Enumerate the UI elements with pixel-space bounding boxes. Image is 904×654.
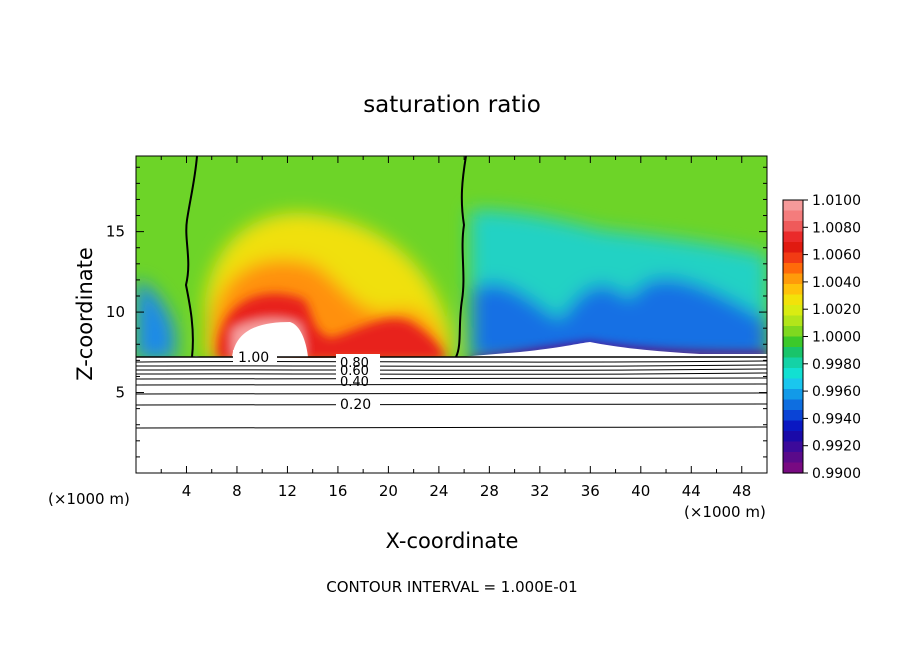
colorbar-label-4: 1.0020	[812, 302, 861, 318]
blue-region-left	[136, 280, 175, 360]
y-tick-label-10: 10	[106, 303, 125, 321]
x-tick-label-12: 12	[278, 482, 297, 500]
x-tick-label-16: 16	[328, 482, 347, 500]
contour-0.80	[136, 364, 767, 367]
colorbar-label-6: 0.9980	[812, 357, 861, 373]
contour-0.60	[136, 372, 767, 375]
contour-line-right-1.00	[455, 156, 467, 358]
contour-label-0.60: 0.60	[340, 364, 369, 379]
colorbar-swatch-24	[783, 452, 803, 464]
colorbar-swatch-13	[783, 336, 803, 348]
colorbar-swatch-21	[783, 420, 803, 432]
horizontal-contours	[136, 356, 767, 429]
colorbar-label-1: 1.0080	[812, 220, 861, 236]
colorbar-label-9: 0.9920	[812, 439, 861, 455]
colorbar-swatch-14	[783, 347, 803, 359]
contour-0.40	[136, 383, 767, 386]
colorbar-swatch-17	[783, 378, 803, 390]
colorbar-swatch-23	[783, 441, 803, 453]
colorbar-label-7: 0.9960	[812, 384, 861, 400]
y-tick-label-15: 15	[106, 223, 125, 241]
x-tick-label-4: 4	[182, 482, 192, 500]
colorbar-swatch-22	[783, 431, 803, 443]
y-axis-label: Z-coordinate	[73, 247, 97, 381]
colorbar-swatch-5	[783, 252, 803, 264]
x-tick-label-8: 8	[232, 482, 242, 500]
colorbar	[783, 200, 803, 474]
x-tick-label-48: 48	[732, 482, 751, 500]
colorbar-labels: 1.0100 1.0080 1.0060 1.0040 1.0020 1.0000 0.99…	[803, 193, 861, 482]
contour-0.50	[136, 377, 767, 380]
colorbar-swatch-8	[783, 284, 803, 296]
x-tick-label-44: 44	[682, 482, 701, 500]
contour-0.90	[136, 360, 767, 363]
y-tick-label-5: 5	[115, 384, 125, 402]
colorbar-label-3: 1.0040	[812, 275, 861, 291]
contour-interval-footer: CONTOUR INTERVAL = 1.000E-01	[326, 578, 577, 596]
x-tick-label-32: 32	[530, 482, 549, 500]
colorbar-swatch-2	[783, 221, 803, 233]
contour-0.70	[136, 368, 767, 371]
colorbar-swatch-20	[783, 410, 803, 422]
colorbar-swatch-1	[783, 210, 803, 222]
colorbar-swatch-9	[783, 294, 803, 306]
colorbar-swatch-12	[783, 326, 803, 338]
x-unit-left: (×1000 m)	[48, 490, 130, 508]
x-axis: 4 8 12 16 20 24 28 32 36 40 44 48	[160, 156, 751, 500]
chart-title: saturation ratio	[363, 92, 541, 118]
contour-label-1.00: 1.00	[238, 350, 269, 366]
colorbar-label-5: 1.0000	[812, 330, 861, 346]
x-tick-label-36: 36	[581, 482, 600, 500]
x-unit-right: (×1000 m)	[684, 503, 766, 521]
colorbar-swatch-19	[783, 399, 803, 411]
x-axis-label: X-coordinate	[386, 529, 519, 553]
colorbar-swatch-7	[783, 273, 803, 285]
colorbar-swatch-11	[783, 315, 803, 327]
contour-0.20	[136, 403, 767, 406]
contour-label-0.40: 0.40	[340, 375, 369, 390]
colorbar-label-0: 1.0100	[812, 193, 861, 209]
colorbar-swatch-16	[783, 368, 803, 380]
blue-region-right	[472, 278, 767, 360]
colorbar-swatch-0	[783, 200, 803, 212]
lower-white-layer	[136, 342, 767, 473]
contour-0.10	[136, 426, 767, 429]
x-tick-label-24: 24	[429, 482, 448, 500]
saturated-core-left	[232, 322, 308, 357]
colorbar-swatch-6	[783, 263, 803, 275]
contour-label-0.20: 0.20	[340, 397, 371, 413]
x-tick-label-20: 20	[379, 482, 398, 500]
colorbar-swatch-15	[783, 357, 803, 369]
contour-line-left-1.00	[184, 156, 198, 358]
colorbar-swatch-3	[783, 231, 803, 243]
plot-frame	[135, 155, 768, 474]
x-tick-label-28: 28	[480, 482, 499, 500]
contour-0.30	[136, 392, 767, 395]
y-axis: 5 10 15	[106, 166, 767, 458]
colorbar-label-2: 1.0060	[812, 248, 861, 264]
colorbar-swatch-18	[783, 389, 803, 401]
plot-area	[136, 156, 767, 473]
x-tick-label-40: 40	[631, 482, 650, 500]
colorbar-label-10: 0.9900	[812, 466, 861, 482]
colorbar-swatch-25	[783, 462, 803, 474]
colorbar-label-8: 0.9940	[812, 411, 861, 427]
contour-label-0.80: 0.80	[340, 356, 369, 371]
colorbar-swatch-4	[783, 242, 803, 254]
colorbar-swatch-10	[783, 305, 803, 317]
